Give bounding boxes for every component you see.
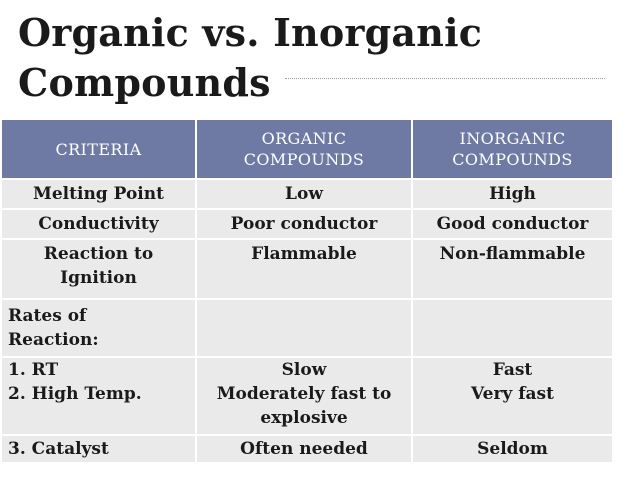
- table-row: Conductivity Poor conductor Good conduct…: [0, 208, 614, 240]
- cell-inorganic: Non-flammable: [411, 238, 614, 300]
- cell-criteria-line2: 2. High Temp.: [8, 384, 142, 404]
- cell-inorganic-line1: Fast: [492, 360, 533, 380]
- table-row: 1. RT 2. High Temp. Slow Moderately fast…: [0, 356, 614, 436]
- cell-organic: Low: [195, 178, 413, 210]
- cell-criteria: 3. Catalyst: [0, 434, 197, 464]
- title-divider: [285, 78, 605, 79]
- header-inorganic: INORGANIC COMPOUNDS: [411, 118, 614, 180]
- cell-criteria: Reaction to Ignition: [0, 238, 197, 300]
- header-inorganic-line2: COMPOUNDS: [452, 150, 573, 169]
- table-row: Melting Point Low High: [0, 178, 614, 210]
- table-header-row: CRITERIA ORGANIC COMPOUNDS INORGANIC COM…: [0, 118, 614, 180]
- cell-organic-line3: explosive: [260, 408, 348, 428]
- header-criteria: CRITERIA: [0, 118, 197, 180]
- cell-organic: [195, 298, 413, 358]
- cell-organic: Flammable: [195, 238, 413, 300]
- table-row: Reaction to Ignition Flammable Non-flamm…: [0, 238, 614, 300]
- header-organic: ORGANIC COMPOUNDS: [195, 118, 413, 180]
- cell-organic: Slow Moderately fast to explosive: [195, 356, 413, 436]
- cell-inorganic: Fast Very fast: [411, 356, 614, 436]
- header-inorganic-line1: INORGANIC: [459, 129, 566, 148]
- cell-criteria: Rates of Reaction:: [0, 298, 197, 358]
- cell-criteria-line1: 1. RT: [8, 360, 59, 380]
- table-row: Rates of Reaction:: [0, 298, 614, 358]
- table-row: 3. Catalyst Often needed Seldom: [0, 434, 614, 464]
- cell-criteria: 1. RT 2. High Temp.: [0, 356, 197, 436]
- cell-inorganic: High: [411, 178, 614, 210]
- comparison-table: CRITERIA ORGANIC COMPOUNDS INORGANIC COM…: [0, 118, 614, 464]
- cell-criteria-line1: Rates of: [8, 306, 87, 326]
- title-line-1: Organic vs. Inorganic: [18, 10, 483, 55]
- cell-inorganic-line2: Very fast: [471, 384, 554, 404]
- header-organic-line1: ORGANIC: [261, 129, 347, 148]
- cell-criteria: Conductivity: [0, 208, 197, 240]
- page-title: Organic vs. Inorganic Compounds: [18, 8, 618, 108]
- cell-criteria-line2: Ignition: [60, 268, 137, 288]
- cell-criteria: Melting Point: [0, 178, 197, 210]
- cell-inorganic: [411, 298, 614, 358]
- cell-organic-line2: Moderately fast to: [216, 384, 392, 404]
- header-organic-line2: COMPOUNDS: [243, 150, 365, 169]
- cell-criteria-line2: Reaction:: [8, 330, 99, 350]
- cell-organic: Poor conductor: [195, 208, 413, 240]
- cell-inorganic: Seldom: [411, 434, 614, 464]
- cell-organic-line1: Slow: [281, 360, 327, 380]
- cell-criteria-line1: Reaction to: [43, 244, 154, 264]
- title-line-2: Compounds: [18, 60, 271, 105]
- cell-inorganic: Good conductor: [411, 208, 614, 240]
- cell-organic: Often needed: [195, 434, 413, 464]
